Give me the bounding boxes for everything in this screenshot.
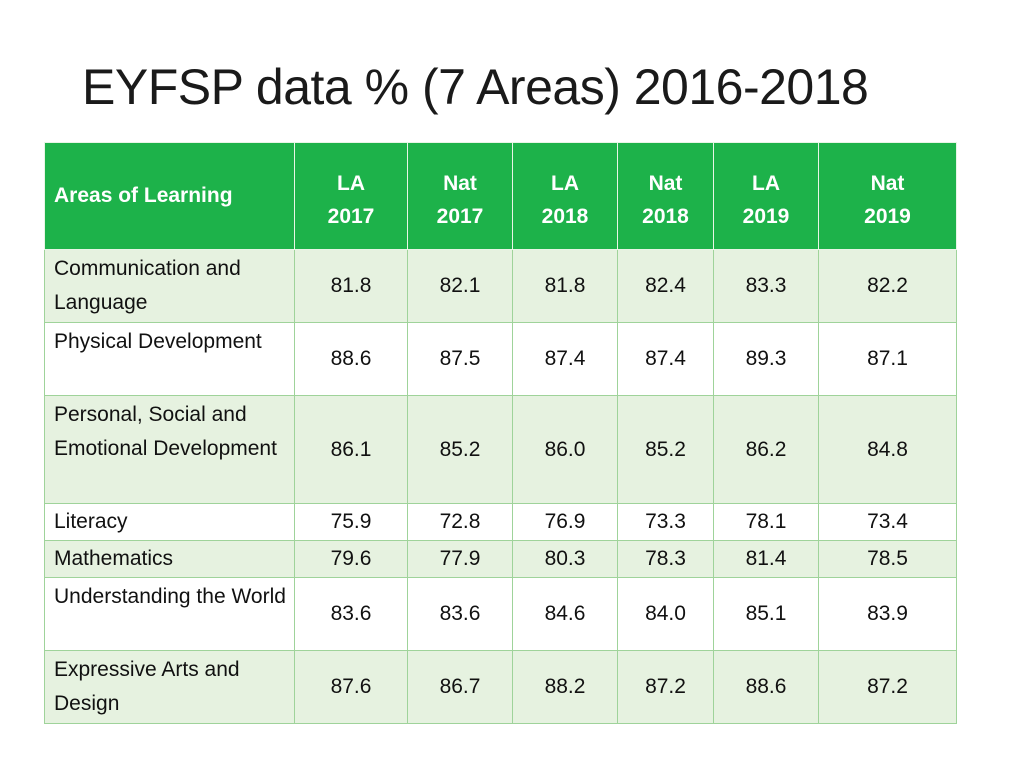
area-label: Communication and Language [44, 249, 295, 323]
value-cell: 85.1 [713, 577, 819, 651]
value-cell: 78.5 [818, 540, 957, 578]
value-cell: 82.1 [407, 249, 513, 323]
value-cell: 81.8 [512, 249, 618, 323]
eyfsp-data-table: Areas of Learning LA 2017 Nat 2017 LA 20… [44, 142, 957, 724]
value-cell: 76.9 [512, 503, 618, 541]
value-cell: 80.3 [512, 540, 618, 578]
area-label: Mathematics [44, 540, 295, 578]
value-cell: 88.2 [512, 650, 618, 724]
value-cell: 84.6 [512, 577, 618, 651]
column-header-line1: LA [337, 172, 365, 195]
column-header-line1: Nat [648, 172, 683, 195]
column-header-line2: 2017 [327, 205, 375, 228]
value-cell: 72.8 [407, 503, 513, 541]
column-header-la-2019: LA 2019 [713, 142, 819, 250]
value-cell: 87.4 [617, 322, 714, 396]
value-cell: 83.6 [407, 577, 513, 651]
table-row: Literacy 75.9 72.8 76.9 73.3 78.1 73.4 [44, 503, 957, 541]
table-row: Expressive Arts and Design 87.6 86.7 88.… [44, 650, 957, 724]
value-cell: 73.3 [617, 503, 714, 541]
value-cell: 78.3 [617, 540, 714, 578]
value-cell: 87.4 [512, 322, 618, 396]
value-cell: 81.4 [713, 540, 819, 578]
table-row: Communication and Language 81.8 82.1 81.… [44, 249, 957, 323]
value-cell: 87.1 [818, 322, 957, 396]
value-cell: 88.6 [294, 322, 408, 396]
column-header-nat-2019: Nat 2019 [818, 142, 957, 250]
column-header-line1: LA [551, 172, 579, 195]
area-label: Personal, Social and Emotional Developme… [44, 395, 295, 504]
value-cell: 83.9 [818, 577, 957, 651]
value-cell: 78.1 [713, 503, 819, 541]
page-title: EYFSP data % (7 Areas) 2016-2018 [82, 59, 869, 115]
column-header-line2: 2017 [436, 205, 484, 228]
column-header-la-2017: LA 2017 [294, 142, 408, 250]
area-label: Understanding the World [44, 577, 295, 651]
value-cell: 83.3 [713, 249, 819, 323]
column-header-la-2018: LA 2018 [512, 142, 618, 250]
value-cell: 77.9 [407, 540, 513, 578]
value-cell: 86.7 [407, 650, 513, 724]
value-cell: 73.4 [818, 503, 957, 541]
value-cell: 82.4 [617, 249, 714, 323]
value-cell: 86.2 [713, 395, 819, 504]
column-header-nat-2018: Nat 2018 [617, 142, 714, 250]
value-cell: 85.2 [407, 395, 513, 504]
value-cell: 82.2 [818, 249, 957, 323]
column-header-line2: 2018 [541, 205, 589, 228]
column-header-line1: LA [752, 172, 780, 195]
value-cell: 81.8 [294, 249, 408, 323]
table-row: Personal, Social and Emotional Developme… [44, 395, 957, 504]
header-row: Areas of Learning LA 2017 Nat 2017 LA 20… [44, 142, 957, 250]
column-header-line1: Nat [870, 172, 905, 195]
table-row: Understanding the World 83.6 83.6 84.6 8… [44, 577, 957, 651]
area-label: Expressive Arts and Design [44, 650, 295, 724]
value-cell: 87.2 [818, 650, 957, 724]
area-label: Literacy [44, 503, 295, 541]
column-header-nat-2017: Nat 2017 [407, 142, 513, 250]
value-cell: 84.0 [617, 577, 714, 651]
area-label: Physical Development [44, 322, 295, 396]
column-header-line2: 2018 [642, 205, 689, 228]
table-row: Mathematics 79.6 77.9 80.3 78.3 81.4 78.… [44, 540, 957, 578]
value-cell: 79.6 [294, 540, 408, 578]
value-cell: 83.6 [294, 577, 408, 651]
value-cell: 87.2 [617, 650, 714, 724]
value-cell: 86.0 [512, 395, 618, 504]
column-header-line1: Nat [443, 172, 477, 195]
value-cell: 88.6 [713, 650, 819, 724]
value-cell: 89.3 [713, 322, 819, 396]
column-header-line2: 2019 [742, 205, 790, 228]
column-header-line2: 2019 [864, 205, 911, 228]
value-cell: 87.5 [407, 322, 513, 396]
value-cell: 87.6 [294, 650, 408, 724]
table-row: Physical Development 88.6 87.5 87.4 87.4… [44, 322, 957, 396]
value-cell: 75.9 [294, 503, 408, 541]
value-cell: 86.1 [294, 395, 408, 504]
value-cell: 84.8 [818, 395, 957, 504]
areas-of-learning-header: Areas of Learning [44, 142, 295, 250]
value-cell: 85.2 [617, 395, 714, 504]
